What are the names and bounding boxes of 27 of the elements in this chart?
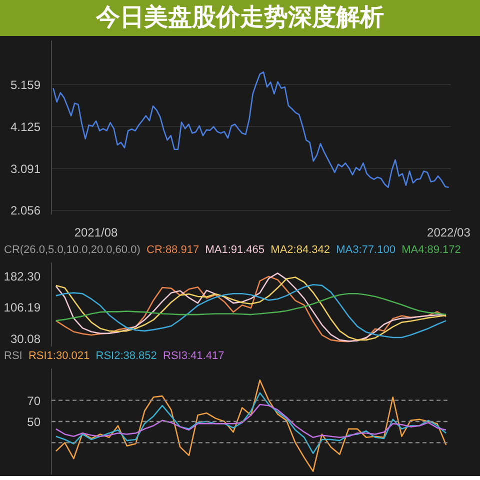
line-series — [55, 380, 447, 472]
y-tick-label: 4.125 — [10, 120, 41, 134]
text: MA3:77.100 — [336, 244, 396, 256]
line-series — [55, 404, 447, 438]
y-tick-label: 5.159 — [10, 78, 41, 92]
text: MA4:89.172 — [402, 244, 461, 256]
y-tick-label: 70 — [27, 394, 41, 408]
text: RSI2:38.852 — [96, 350, 157, 362]
chart-title: 今日美盘股价走势深度解析 — [96, 3, 384, 33]
y-tick-label: 3.091 — [10, 162, 41, 176]
line-series — [52, 71, 450, 188]
text: RSI1:30.021 — [28, 350, 90, 362]
y-tick-label: 182.30 — [4, 269, 41, 284]
chart-title: CR(26.0,5.0,10.0,20.0,60.0) — [4, 244, 140, 256]
line-series — [55, 392, 447, 454]
x-tick-label: 2022/03 — [427, 226, 471, 240]
series-label: MA1:91.465 — [205, 244, 265, 256]
chart-title: RSI — [4, 350, 22, 362]
y-tick-label: 50 — [27, 415, 41, 429]
text: CR:88.917 — [146, 244, 200, 256]
text: MA2:84.342 — [270, 244, 330, 256]
text: RSI3:41.417 — [163, 350, 224, 362]
y-tick-label: 2.056 — [10, 204, 41, 218]
y-tick-label: 30.08 — [10, 332, 41, 346]
line-series — [55, 292, 447, 322]
x-tick-label: 2021/08 — [74, 226, 118, 240]
y-tick-label: 106.19 — [4, 300, 41, 315]
